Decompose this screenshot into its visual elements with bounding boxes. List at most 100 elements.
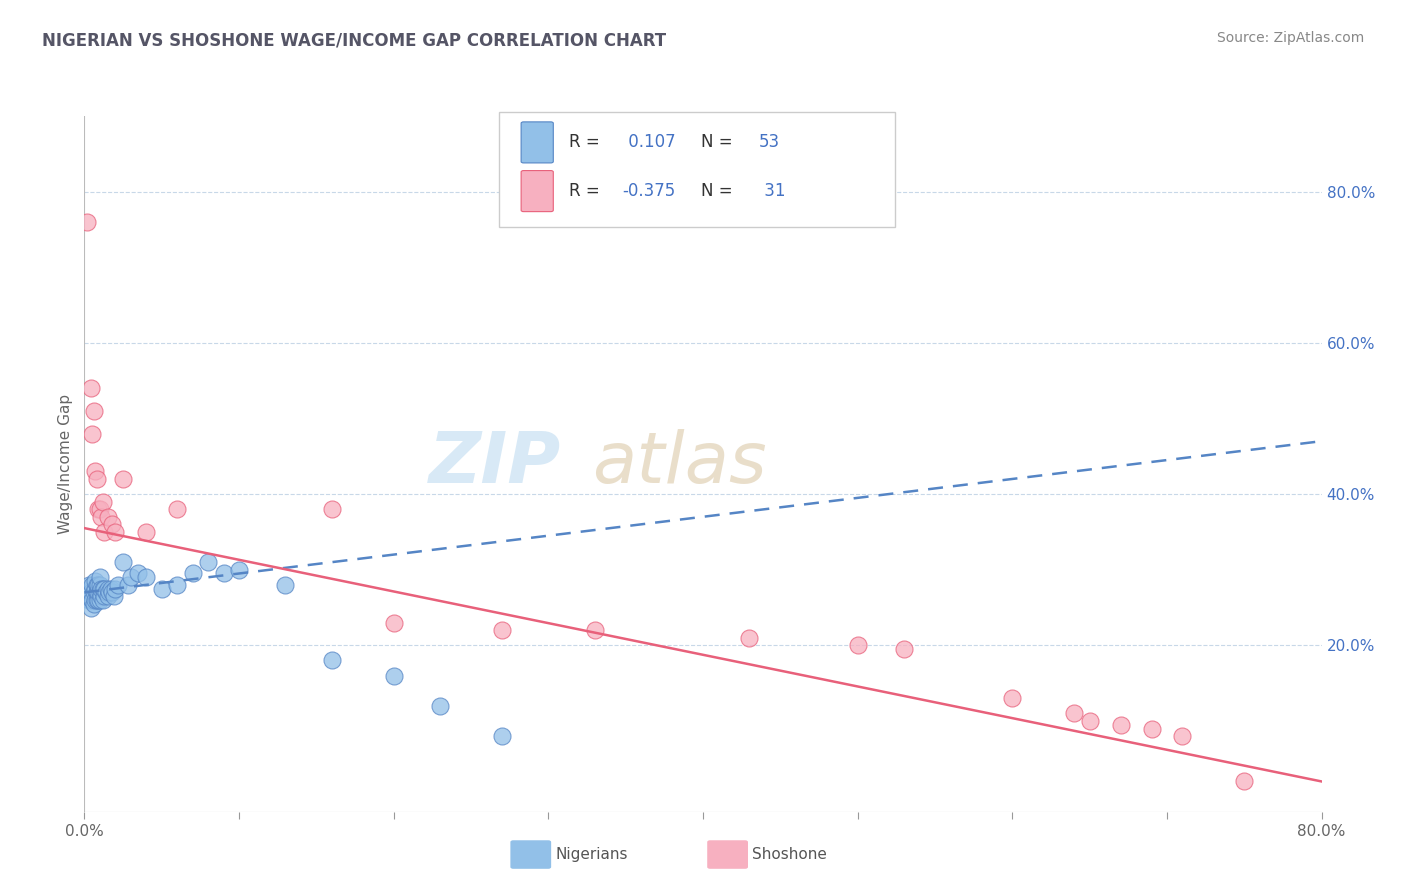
Point bbox=[104, 524, 127, 539]
Point bbox=[84, 464, 107, 478]
Point bbox=[93, 524, 115, 539]
Point bbox=[84, 582, 107, 596]
Text: Shoshone: Shoshone bbox=[752, 847, 827, 862]
Point bbox=[846, 638, 869, 652]
Text: N =: N = bbox=[700, 182, 737, 200]
Point bbox=[166, 578, 188, 592]
Point bbox=[97, 509, 120, 524]
Text: R =: R = bbox=[569, 182, 606, 200]
Point bbox=[166, 502, 188, 516]
Point bbox=[212, 566, 235, 581]
Point bbox=[91, 593, 114, 607]
Point bbox=[101, 585, 124, 599]
Point bbox=[79, 585, 101, 599]
Point bbox=[89, 502, 111, 516]
Point bbox=[93, 589, 115, 603]
Point bbox=[583, 624, 606, 638]
Point bbox=[79, 381, 101, 395]
Y-axis label: Wage/Income Gap: Wage/Income Gap bbox=[58, 393, 73, 534]
Text: 31: 31 bbox=[759, 182, 785, 200]
Point bbox=[91, 582, 114, 596]
Point bbox=[82, 426, 104, 441]
Point bbox=[87, 578, 110, 592]
Point bbox=[84, 574, 107, 588]
Point bbox=[91, 494, 114, 508]
Point bbox=[86, 585, 108, 599]
Point bbox=[1063, 706, 1085, 721]
Point bbox=[90, 509, 112, 524]
Point bbox=[86, 472, 108, 486]
Point bbox=[90, 582, 112, 596]
Point bbox=[274, 578, 297, 592]
Point bbox=[228, 563, 250, 577]
Point bbox=[321, 653, 343, 667]
Point bbox=[93, 582, 115, 596]
Point bbox=[87, 585, 110, 599]
Point bbox=[89, 570, 111, 584]
Point bbox=[83, 404, 105, 418]
Point bbox=[181, 566, 204, 581]
Point bbox=[101, 517, 124, 532]
Point bbox=[893, 642, 915, 657]
Point bbox=[76, 215, 98, 229]
Point bbox=[1078, 714, 1101, 728]
FancyBboxPatch shape bbox=[522, 170, 554, 211]
Text: R =: R = bbox=[569, 134, 606, 152]
Point bbox=[491, 729, 513, 743]
Point bbox=[128, 566, 150, 581]
FancyBboxPatch shape bbox=[707, 840, 748, 869]
Point bbox=[89, 585, 111, 599]
Point bbox=[107, 578, 129, 592]
Text: 53: 53 bbox=[759, 134, 780, 152]
Point bbox=[100, 582, 122, 596]
Text: atlas: atlas bbox=[592, 429, 766, 499]
Point bbox=[120, 570, 142, 584]
Point bbox=[104, 582, 127, 596]
Point bbox=[738, 631, 761, 645]
Point bbox=[98, 585, 121, 599]
Point bbox=[77, 593, 100, 607]
Point bbox=[197, 555, 219, 569]
Text: 0.107: 0.107 bbox=[623, 134, 675, 152]
Point bbox=[79, 600, 101, 615]
Point bbox=[89, 578, 111, 592]
Point bbox=[135, 570, 157, 584]
Point bbox=[90, 589, 112, 603]
Point bbox=[1233, 774, 1256, 789]
Point bbox=[87, 593, 110, 607]
Text: N =: N = bbox=[700, 134, 737, 152]
Point bbox=[97, 589, 120, 603]
Point bbox=[491, 624, 513, 638]
Point bbox=[83, 597, 105, 611]
Point bbox=[1140, 722, 1163, 736]
Point bbox=[87, 502, 110, 516]
Point bbox=[103, 589, 125, 603]
Point bbox=[429, 698, 451, 713]
Text: Source: ZipAtlas.com: Source: ZipAtlas.com bbox=[1216, 31, 1364, 45]
Point bbox=[76, 585, 98, 599]
Point bbox=[86, 578, 108, 592]
Point bbox=[1001, 691, 1024, 706]
Point bbox=[86, 593, 108, 607]
Point bbox=[84, 593, 107, 607]
Point bbox=[135, 524, 157, 539]
Point bbox=[97, 582, 120, 596]
Point bbox=[82, 578, 104, 592]
Point bbox=[94, 585, 117, 599]
Text: NIGERIAN VS SHOSHONE WAGE/INCOME GAP CORRELATION CHART: NIGERIAN VS SHOSHONE WAGE/INCOME GAP COR… bbox=[42, 31, 666, 49]
Point bbox=[382, 668, 405, 682]
Point bbox=[83, 585, 105, 599]
Point bbox=[1171, 729, 1194, 743]
Point bbox=[382, 615, 405, 630]
Point bbox=[1109, 717, 1132, 731]
FancyBboxPatch shape bbox=[499, 112, 894, 227]
Text: -0.375: -0.375 bbox=[623, 182, 676, 200]
FancyBboxPatch shape bbox=[522, 122, 554, 163]
Point bbox=[150, 582, 173, 596]
Point bbox=[112, 472, 135, 486]
FancyBboxPatch shape bbox=[510, 840, 551, 869]
Point bbox=[117, 578, 139, 592]
Point bbox=[321, 502, 343, 516]
Point bbox=[89, 593, 111, 607]
Text: ZIP: ZIP bbox=[429, 429, 561, 499]
